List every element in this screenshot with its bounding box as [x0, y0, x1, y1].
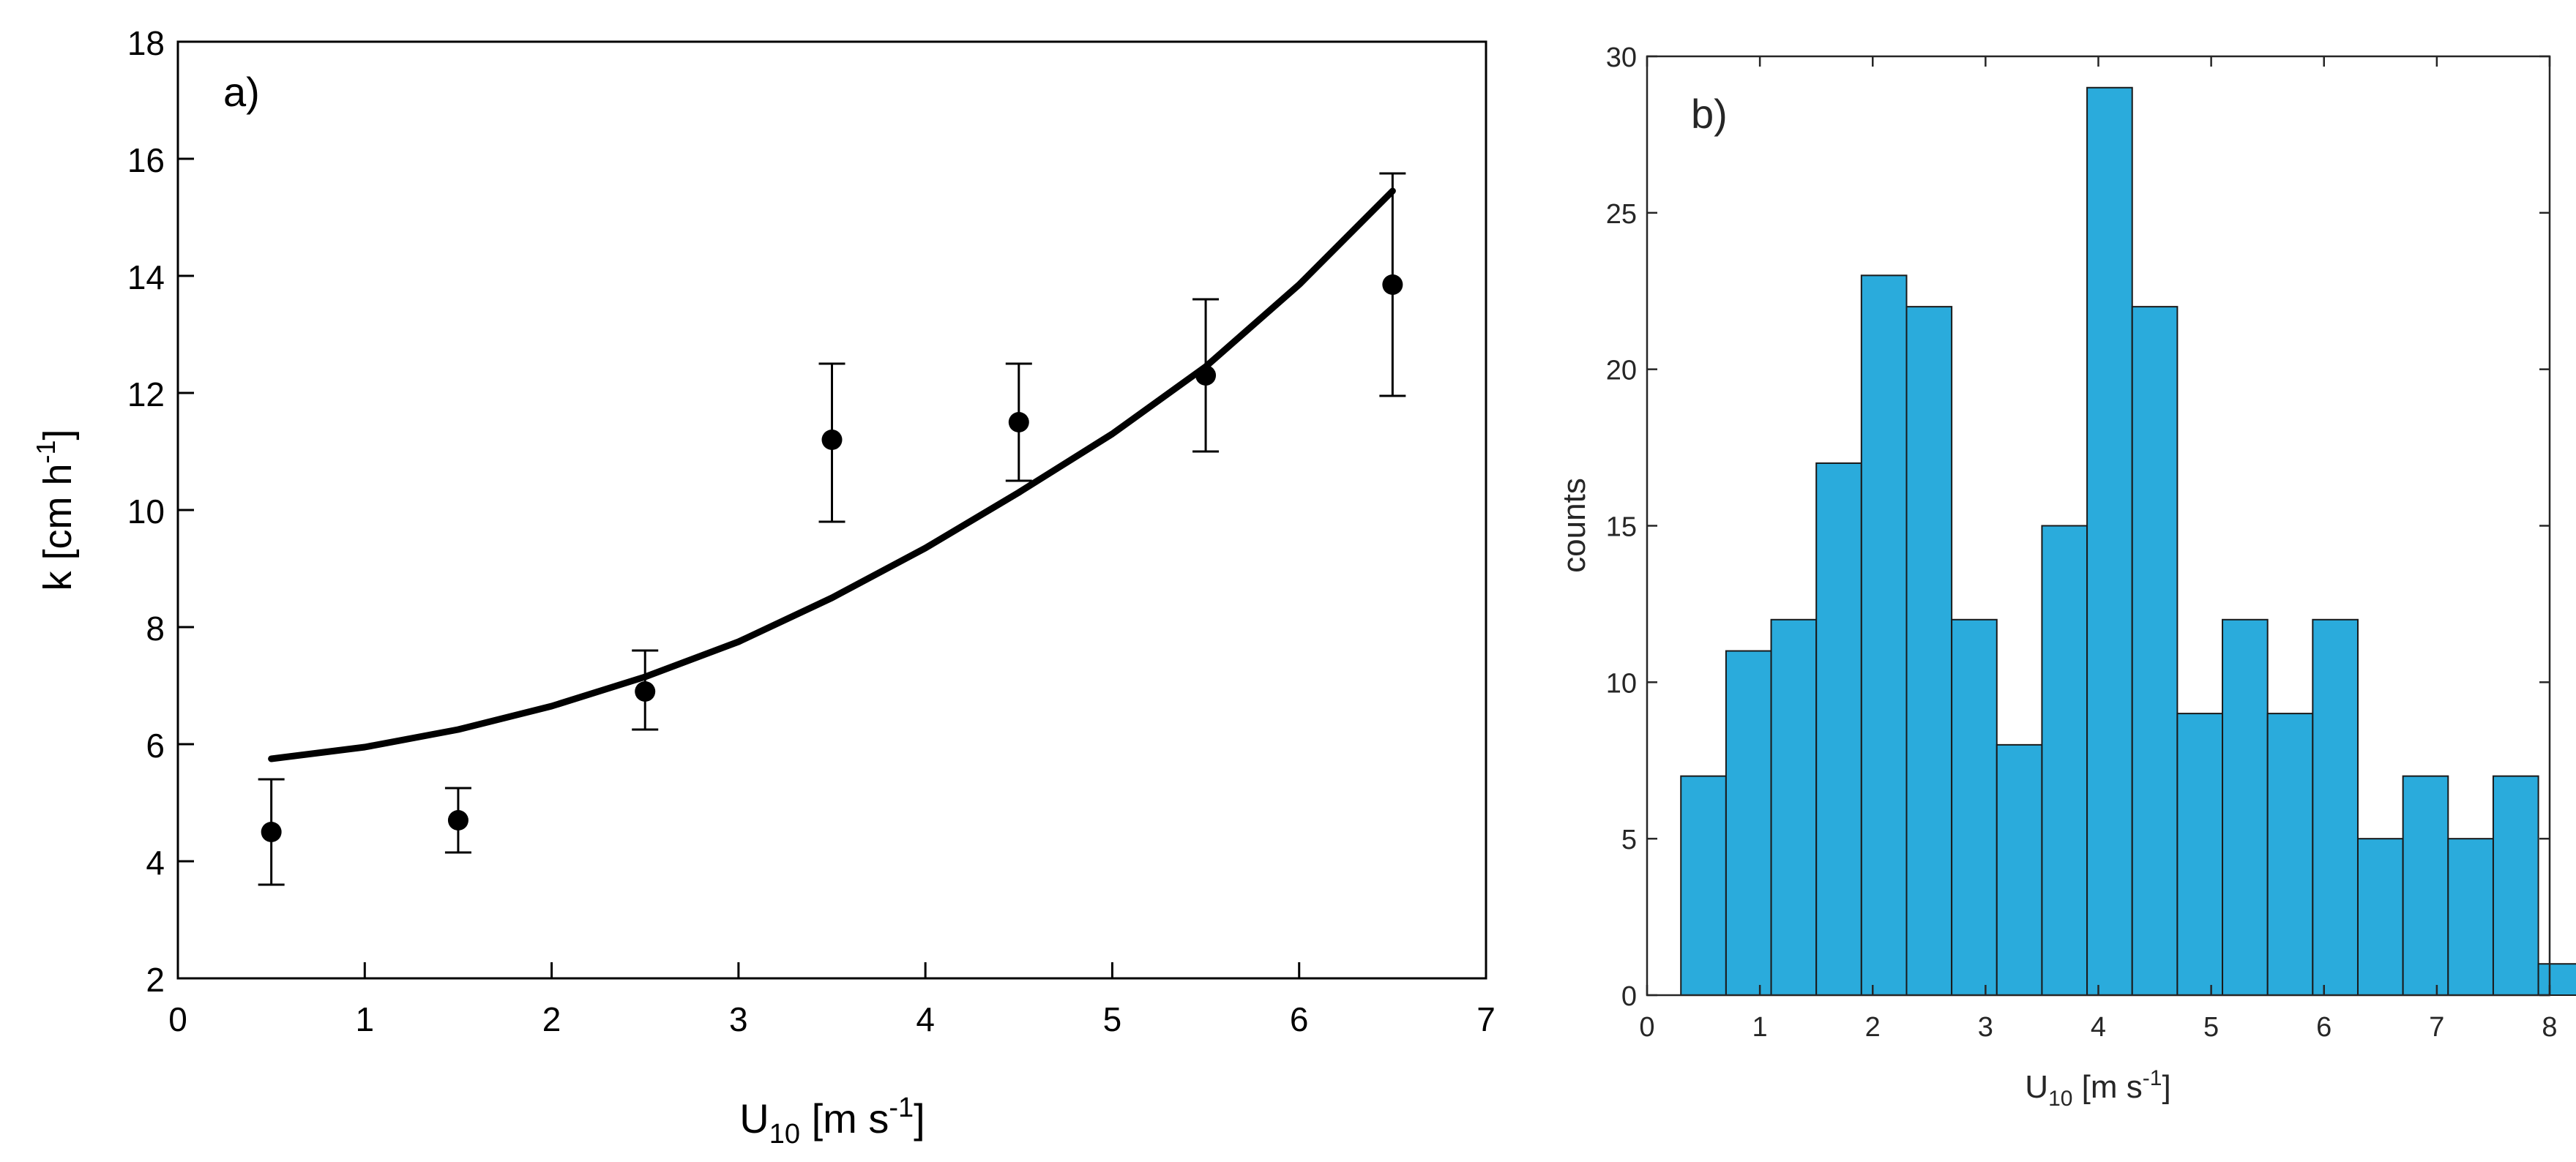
panel-a-x-tick-label: 0: [168, 1000, 187, 1038]
panel-a-x-tick-label: 3: [729, 1000, 748, 1038]
panel-b-y-tick-label: 20: [1606, 356, 1637, 386]
panel-a-data-point: [1382, 274, 1403, 295]
panel-b-bars: [1680, 86, 2576, 997]
panel-b-y-axis-label: counts: [1556, 478, 1592, 573]
panel-b-x-label-main: U: [2025, 1069, 2048, 1105]
panel-b-histogram-bar: [2266, 713, 2314, 996]
panel-a-x-label-unit: [m s: [800, 1095, 889, 1142]
panel-b-y-tick-label: 15: [1606, 512, 1637, 543]
panel-b-x-tick-label: 3: [1978, 1012, 1993, 1043]
panel-a-y-tick-label: 6: [146, 727, 165, 765]
panel-b-histogram-bar: [1680, 775, 1727, 996]
panel-b-x-label-close: ]: [2162, 1069, 2170, 1105]
panel-a-y-tick-label: 18: [127, 24, 165, 62]
panel-a-y-tick-label: 8: [146, 610, 165, 648]
panel-a-data-points: [261, 274, 1403, 842]
panel-a-x-label-main: U: [739, 1095, 769, 1142]
panel-b-histogram-bar: [1905, 306, 1953, 996]
panel-b-y-tick-label: 0: [1621, 981, 1637, 1012]
panel-a-data-point: [821, 430, 843, 450]
panel-a-y-tick-label: 4: [146, 844, 165, 882]
panel-a-y-tick-label: 14: [127, 258, 165, 296]
panel-b-y-tick-label: 30: [1606, 42, 1637, 73]
panel-a-y-tick-label: 10: [127, 492, 165, 531]
panel-a-y-label-close: ]: [36, 429, 80, 440]
panel-a-y-axis-label: k [cm h-1]: [31, 429, 80, 591]
panel-a-y-label-sup: -1: [31, 440, 61, 463]
panel-b-histogram-bar: [2131, 306, 2179, 996]
panel-a-y-label-main: k [cm h: [36, 464, 80, 591]
panel-b-x-tick-label: 8: [2542, 1012, 2557, 1043]
panel-a-x-tick-label: 1: [355, 1000, 374, 1038]
panel-a-x-tick-label: 4: [916, 1000, 935, 1038]
panel-a-y-tick-label: 12: [127, 375, 165, 413]
panel-a-x-axis: 0 1 2 3 4 5 6 7: [168, 962, 1496, 1038]
panel-b-x-tick-label: 0: [1639, 1012, 1654, 1043]
panel-a-error-bars: [258, 172, 1406, 886]
panel-a-data-point: [261, 822, 282, 842]
panel-b-histogram-bar: [1770, 618, 1818, 996]
panel-b-histogram-bar: [2176, 713, 2224, 996]
panel-a-x-label-sub: 10: [769, 1119, 800, 1150]
panel-b-histogram-bar: [2222, 618, 2269, 996]
panel-a-label: a): [223, 69, 260, 115]
panel-a-x-tick-label: 7: [1476, 1000, 1496, 1038]
panel-a-x-axis-label: U10 [m s-1]: [739, 1092, 925, 1150]
panel-b-x-label-sup: -1: [2143, 1066, 2162, 1090]
panel-b-histogram-bar: [2041, 525, 2088, 996]
panel-a-x-tick-label: 5: [1103, 1000, 1122, 1038]
panel-b-histogram-bar: [1815, 462, 1862, 996]
panel-b-histogram-bar: [2402, 775, 2449, 996]
panel-b-y-axis: 0 5 10 15 20 25 30: [1606, 42, 2550, 1012]
panel-a-x-tick-label: 6: [1290, 1000, 1309, 1038]
panel-b-x-axis: 0 1 2 3 4 5 6 7 8: [1639, 56, 2558, 1043]
panel-b-x-tick-label: 2: [1865, 1012, 1881, 1043]
panel-a-y-tick-label: 2: [146, 961, 165, 999]
panel-a-x-tick-label: 2: [542, 1000, 561, 1038]
panel-b-histogram-bar: [2492, 775, 2539, 996]
panel-a-x-label-close: ]: [914, 1095, 925, 1142]
panel-b-x-tick-label: 5: [2203, 1012, 2219, 1043]
panel-b-histogram-bar: [2312, 618, 2359, 996]
panel-b-x-label-sub: 10: [2048, 1087, 2072, 1111]
panel-a-data-point: [1195, 365, 1217, 386]
panel-b-histogram-bar: [2537, 963, 2576, 996]
panel-b-histogram-bar: [1951, 618, 1998, 996]
panel-b-histogram-bar: [1725, 650, 1772, 996]
panel-b-x-axis-label: U10 [m s-1]: [2025, 1066, 2170, 1111]
panel-a-x-label-sup: -1: [889, 1092, 914, 1123]
panel-a-data-point: [447, 810, 468, 831]
panel-b-histogram-bar: [1996, 743, 2043, 996]
panel-b-histogram-bar: [1860, 274, 1908, 997]
panel-b-label: b): [1691, 91, 1728, 137]
panel-b-y-tick-label: 25: [1606, 199, 1637, 230]
panel-b-histogram-bar: [2356, 838, 2404, 996]
panel-a-data-point: [1008, 412, 1029, 432]
panel-b-x-tick-label: 4: [2091, 1012, 2106, 1043]
panel-a-y-tick-label: 16: [127, 141, 165, 179]
panel-b-x-label-unit: [m s: [2072, 1069, 2142, 1105]
panel-a-y-axis: 2 4 6 8 10 12 14 16 18: [127, 24, 194, 999]
panel-b-y-tick-label: 5: [1621, 825, 1637, 855]
panel-b-x-tick-label: 1: [1752, 1012, 1768, 1043]
panel-b-histogram-bar: [2447, 838, 2494, 996]
panel-a-data-point: [635, 681, 656, 702]
panel-b-x-tick-label: 6: [2316, 1012, 2332, 1043]
panel-b-x-tick-label: 7: [2429, 1012, 2444, 1043]
panel-b-y-tick-label: 10: [1606, 668, 1637, 699]
panel-b-histogram-bar: [2086, 86, 2133, 996]
